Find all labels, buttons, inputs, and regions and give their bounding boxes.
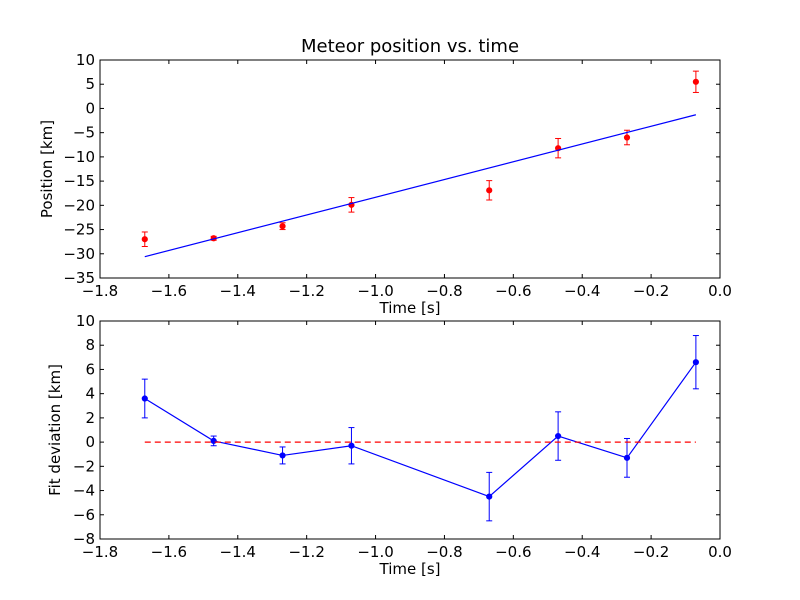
position-y-tick-label: −15 bbox=[63, 172, 95, 190]
position-data-point bbox=[624, 135, 629, 140]
deviation-x-tick-label: −1.0 bbox=[357, 543, 393, 561]
deviation-x-tick-label: −1.2 bbox=[288, 543, 324, 561]
position-y-tick-label: 0 bbox=[85, 99, 95, 117]
deviation-y-tick-label: −6 bbox=[73, 506, 95, 524]
deviation-x-tick-label: −0.8 bbox=[426, 543, 462, 561]
deviation-y-tick-label: 6 bbox=[85, 360, 95, 378]
deviation-data-point bbox=[280, 453, 285, 458]
deviation-data-point bbox=[693, 360, 698, 365]
position-x-tick-label: −1.2 bbox=[288, 282, 324, 300]
deviation-data-point bbox=[142, 396, 147, 401]
position-y-tick-label: 10 bbox=[76, 51, 95, 69]
position-y-tick-label: 5 bbox=[85, 75, 95, 93]
deviation-x-tick-label: −1.4 bbox=[220, 543, 256, 561]
deviation-y-tick-label: 2 bbox=[85, 409, 95, 427]
deviation-data-point bbox=[211, 438, 216, 443]
deviation-y-tick-label: 4 bbox=[85, 385, 95, 403]
position-x-tick-label: −1.0 bbox=[357, 282, 393, 300]
position-axes-frame bbox=[100, 60, 720, 278]
deviation-data-point bbox=[624, 455, 629, 460]
position-x-tick-label: 0.0 bbox=[708, 282, 732, 300]
position-plot: −1.8 −1.6 −1.4 −1.2 −1.0 −0.8 −0.6 −0.4 −0.2 0.01… bbox=[38, 51, 732, 317]
deviation-series-line bbox=[145, 362, 696, 496]
deviation-plot: −1.8 −1.6 −1.4 −1.2 −1.0 −0.8 −0.6 −0.4 −0.2 0.01… bbox=[46, 312, 732, 578]
position-x-axis-label: Time [s] bbox=[379, 299, 441, 317]
position-data-point bbox=[487, 188, 492, 193]
deviation-y-tick-label: 8 bbox=[85, 336, 95, 354]
position-x-tick-label: −1.4 bbox=[220, 282, 256, 300]
deviation-x-tick-label: −0.6 bbox=[495, 543, 531, 561]
deviation-x-axis-label: Time [s] bbox=[379, 560, 441, 578]
position-y-tick-label: −30 bbox=[63, 245, 95, 263]
position-data-point bbox=[693, 79, 698, 84]
deviation-y-tick-label: −2 bbox=[73, 457, 95, 475]
deviation-y-axis-label: Fit deviation [km] bbox=[46, 364, 64, 496]
deviation-x-tick-label: −0.2 bbox=[633, 543, 669, 561]
position-x-tick-label: −0.8 bbox=[426, 282, 462, 300]
deviation-axes-frame bbox=[100, 321, 720, 539]
deviation-data-point bbox=[487, 494, 492, 499]
deviation-x-tick-label: 0.0 bbox=[708, 543, 732, 561]
deviation-y-tick-label: −4 bbox=[73, 482, 95, 500]
position-x-tick-label: −1.6 bbox=[151, 282, 187, 300]
position-y-tick-label: −10 bbox=[63, 148, 95, 166]
position-data-point bbox=[280, 224, 285, 229]
position-y-tick-label: −25 bbox=[63, 221, 95, 239]
position-y-tick-label: −35 bbox=[63, 269, 95, 287]
position-x-tick-label: −0.2 bbox=[633, 282, 669, 300]
deviation-y-tick-label: 0 bbox=[85, 433, 95, 451]
position-y-axis-label: Position [km] bbox=[38, 120, 56, 218]
position-y-tick-label: −20 bbox=[63, 196, 95, 214]
deviation-x-tick-label: −0.4 bbox=[564, 543, 600, 561]
position-x-tick-label: −0.6 bbox=[495, 282, 531, 300]
deviation-y-tick-label: 10 bbox=[76, 312, 95, 330]
deviation-x-tick-label: −1.6 bbox=[151, 543, 187, 561]
position-x-tick-label: −0.4 bbox=[564, 282, 600, 300]
deviation-data-point bbox=[349, 443, 354, 448]
figure-canvas: Meteor position vs. time −1.8 −1.6 −1.4 −1.… bbox=[0, 0, 800, 600]
position-data-point bbox=[142, 237, 147, 242]
position-y-tick-label: −5 bbox=[73, 124, 95, 142]
deviation-y-tick-label: −8 bbox=[73, 530, 95, 548]
deviation-data-point bbox=[556, 433, 561, 438]
chart-title: Meteor position vs. time bbox=[301, 36, 519, 57]
position-fit-line bbox=[145, 115, 696, 257]
